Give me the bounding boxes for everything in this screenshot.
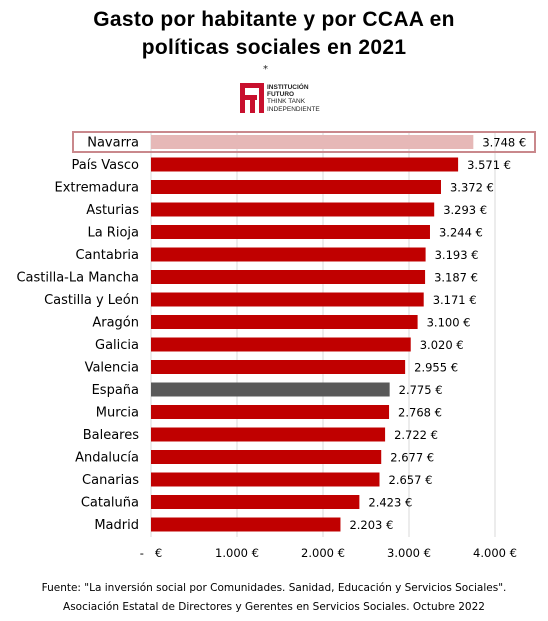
value-label-16: 2.423 € bbox=[368, 496, 412, 510]
bar-14 bbox=[151, 450, 382, 464]
category-label-3: Asturias bbox=[86, 203, 139, 218]
value-label-2: 3.372 € bbox=[450, 181, 494, 195]
bar-16 bbox=[151, 495, 360, 509]
bar-17 bbox=[151, 517, 341, 532]
x-tick-label-4: 4.000 € bbox=[473, 546, 517, 560]
value-label-6: 3.187 € bbox=[434, 271, 478, 285]
category-label-7: Castilla y León bbox=[44, 293, 139, 308]
chart-title-line-2: políticas sociales en 2021 bbox=[141, 36, 407, 59]
value-label-11: 2.775 € bbox=[399, 383, 443, 397]
bar-11 bbox=[151, 382, 390, 397]
bar-1 bbox=[151, 157, 459, 172]
category-label-15: Canarias bbox=[82, 473, 139, 488]
value-label-17: 2.203 € bbox=[349, 518, 393, 532]
x-tick-label-3: 3.000 € bbox=[387, 546, 431, 560]
bar-12 bbox=[151, 405, 390, 419]
category-label-10: Valencia bbox=[85, 361, 139, 376]
category-label-8: Aragón bbox=[92, 316, 139, 331]
institucion-futuro-logo: INSTITUCIÓN FUTURO THINK TANK INDEPENDIE… bbox=[240, 80, 350, 118]
institucion-futuro-logo-mark bbox=[240, 83, 264, 113]
value-label-7: 3.171 € bbox=[433, 293, 477, 307]
bar-7 bbox=[151, 292, 424, 307]
bar-5 bbox=[151, 247, 426, 262]
value-label-12: 2.768 € bbox=[398, 406, 442, 420]
source-line-1: Fuente: "La inversión social por Comunid… bbox=[41, 582, 507, 594]
institucion-futuro-logo-text: INSTITUCIÓN FUTURO THINK TANK INDEPENDIE… bbox=[267, 84, 320, 113]
x-tick-label-2: 2.000 € bbox=[301, 546, 345, 560]
bar-15 bbox=[151, 472, 380, 487]
category-label-16: Cataluña bbox=[81, 496, 139, 511]
chart-title: Gasto por habitante y por CCAA en políti… bbox=[0, 6, 548, 62]
category-label-2: Extremadura bbox=[55, 181, 140, 196]
value-label-15: 2.657 € bbox=[389, 473, 433, 487]
bar-10 bbox=[151, 360, 406, 374]
bar-4 bbox=[151, 225, 430, 239]
value-label-3: 3.293 € bbox=[443, 203, 487, 217]
value-label-13: 2.722 € bbox=[394, 428, 438, 442]
x-tick-label-1: 1.000 € bbox=[215, 546, 259, 560]
category-label-0: Navarra bbox=[87, 136, 139, 151]
value-label-0: 3.748 € bbox=[482, 136, 526, 150]
bar-2 bbox=[151, 180, 441, 194]
bar-0 bbox=[151, 135, 474, 149]
category-label-6: Castilla-La Mancha bbox=[16, 271, 139, 286]
bar-13 bbox=[151, 427, 386, 442]
highlight-frame bbox=[72, 131, 536, 153]
bar-3 bbox=[151, 202, 435, 217]
x-tick-label-0: - € bbox=[140, 546, 162, 560]
category-label-13: Baleares bbox=[83, 428, 140, 443]
category-label-5: Cantabria bbox=[75, 248, 139, 263]
value-label-1: 3.571 € bbox=[467, 158, 511, 172]
category-label-11: España bbox=[92, 383, 139, 398]
bar-6 bbox=[151, 270, 426, 284]
bar-9 bbox=[151, 337, 411, 352]
bar-8 bbox=[151, 315, 418, 329]
value-label-9: 3.020 € bbox=[420, 338, 464, 352]
value-label-10: 2.955 € bbox=[414, 361, 458, 375]
chart-title-line-1: Gasto por habitante y por CCAA en bbox=[93, 8, 455, 31]
source-line-2: Asociación Estatal de Directores y Geren… bbox=[63, 601, 485, 613]
value-label-14: 2.677 € bbox=[390, 451, 434, 465]
category-label-14: Andalucía bbox=[75, 451, 139, 466]
category-label-4: La Rioja bbox=[87, 226, 139, 241]
category-label-12: Murcia bbox=[96, 406, 139, 421]
value-label-4: 3.244 € bbox=[439, 226, 483, 240]
value-label-5: 3.193 € bbox=[435, 248, 479, 262]
value-label-8: 3.100 € bbox=[427, 316, 471, 330]
source-note: Fuente: "La inversión social por Comunid… bbox=[0, 579, 548, 617]
star-icon: * bbox=[263, 64, 268, 75]
category-label-9: Galicia bbox=[95, 338, 139, 353]
category-label-1: País Vasco bbox=[72, 158, 140, 173]
category-label-17: Madrid bbox=[94, 518, 139, 533]
